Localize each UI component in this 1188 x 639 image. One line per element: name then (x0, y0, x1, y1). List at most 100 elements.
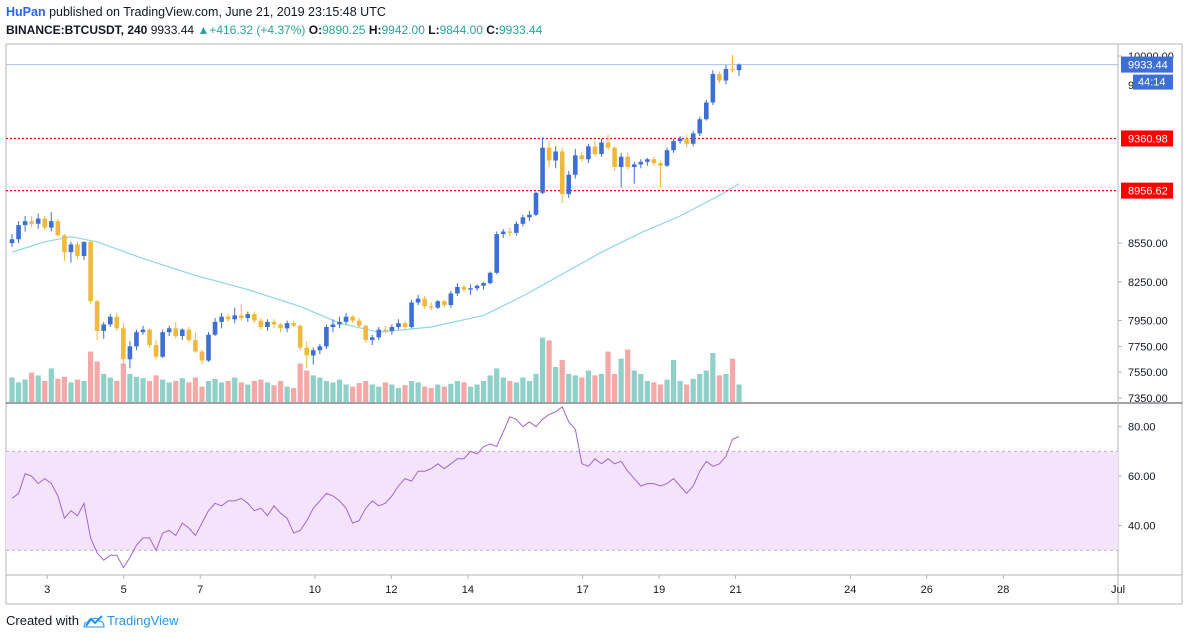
time-tick-label: 24 (844, 584, 856, 596)
candle (49, 212, 54, 232)
close-value: 9933.44 (498, 23, 543, 37)
volume-bar (192, 377, 198, 402)
volume-bar (408, 381, 415, 402)
rsi-axis: 80.00 60.00 40.00 (1118, 422, 1156, 533)
volume-bar (363, 381, 369, 402)
volume-bar (146, 381, 153, 402)
candle-body (599, 142, 604, 155)
volume-bar (120, 363, 126, 402)
volume-bar (258, 379, 264, 402)
candle (134, 329, 139, 351)
candle-body (337, 321, 342, 325)
candle-body (225, 316, 231, 320)
volume-bar (179, 378, 185, 402)
candle-body (402, 323, 408, 328)
candle (461, 284, 467, 293)
candle-body (723, 68, 729, 81)
volume-bar (81, 381, 87, 402)
volume-bar (205, 381, 212, 402)
candle (356, 317, 362, 329)
volume-bar (657, 384, 664, 402)
candle (75, 241, 80, 259)
candle-body (147, 329, 152, 346)
volume-bar (219, 382, 225, 402)
candle (232, 307, 237, 324)
time-axis[interactable]: 3 5 7 10 12 14 17 19 21 24 26 28 Jul (44, 575, 1125, 596)
volume-bar (29, 372, 35, 402)
candle-body (68, 244, 74, 253)
low-label: L: (428, 23, 440, 37)
volume-bar (697, 374, 703, 402)
volume-bar (133, 376, 140, 402)
volume-bar (723, 374, 729, 402)
volume-bar (291, 388, 297, 402)
candle-body (311, 350, 316, 356)
volume-bar (101, 374, 107, 402)
last-price: 9933.44 (150, 23, 195, 37)
candle (16, 221, 21, 244)
volume-bar (435, 384, 441, 402)
tradingview-logo[interactable]: TradingView (83, 612, 179, 630)
price-tick-label: 8550.00 (1128, 238, 1168, 250)
candle (717, 71, 722, 84)
candle (402, 320, 408, 330)
candle-body (533, 192, 539, 215)
volume-bar (625, 349, 631, 402)
volume-bar (310, 375, 316, 402)
candle-body (553, 151, 558, 161)
candle (206, 332, 211, 362)
candle-body (396, 323, 401, 328)
volume-bar (61, 376, 67, 402)
candle (579, 151, 585, 162)
candle-body (356, 320, 362, 326)
hline-tag: 9360.98 (1121, 130, 1173, 147)
candle (186, 327, 192, 343)
candle-body (481, 283, 486, 286)
candle-body (101, 324, 106, 331)
volume-bar (598, 374, 605, 402)
candle (383, 325, 388, 334)
candle-body (651, 159, 657, 164)
volume-bar (579, 377, 585, 402)
hline-tag-bg (1121, 182, 1173, 199)
candle-body (625, 156, 630, 167)
candle-body (75, 244, 80, 257)
author-name[interactable]: HuPan (6, 5, 46, 19)
candle (88, 240, 93, 304)
candle-body (199, 351, 205, 361)
rsi-tick-label: 40.00 (1128, 521, 1156, 533)
candle-body (677, 138, 683, 142)
volume-bar (42, 381, 48, 402)
candle (638, 159, 644, 169)
candle (62, 234, 67, 262)
candle (442, 299, 447, 308)
volume-bar (592, 375, 598, 402)
candle-body (134, 332, 139, 347)
price-axis[interactable]: 10000.008550.008250.007950.007750.007550… (1118, 51, 1174, 405)
time-tick-label: 5 (121, 584, 127, 596)
candle (494, 231, 499, 275)
candle-body (55, 221, 61, 236)
high-value: 9942.00 (381, 23, 425, 37)
candle (651, 156, 657, 166)
candle (291, 320, 296, 328)
candle (723, 65, 729, 85)
countdown-tag: 44:14 (1133, 74, 1173, 90)
volume-bar (513, 382, 519, 402)
hline-tag-label: 8956.62 (1128, 186, 1168, 198)
low-value: 9844.00 (439, 23, 483, 37)
volume-bar (127, 374, 133, 402)
candle-body (42, 218, 48, 228)
candle (671, 138, 676, 153)
candle-body (671, 141, 676, 151)
candle-body (173, 328, 179, 337)
hline-tag-label: 9360.98 (1128, 133, 1168, 145)
volume-bar (520, 377, 526, 402)
candle-body (265, 321, 270, 328)
candle-body (684, 138, 689, 144)
candle-body (127, 346, 133, 360)
volume-bar (94, 361, 100, 402)
candle-body (704, 102, 709, 120)
volume-bar (304, 370, 310, 402)
